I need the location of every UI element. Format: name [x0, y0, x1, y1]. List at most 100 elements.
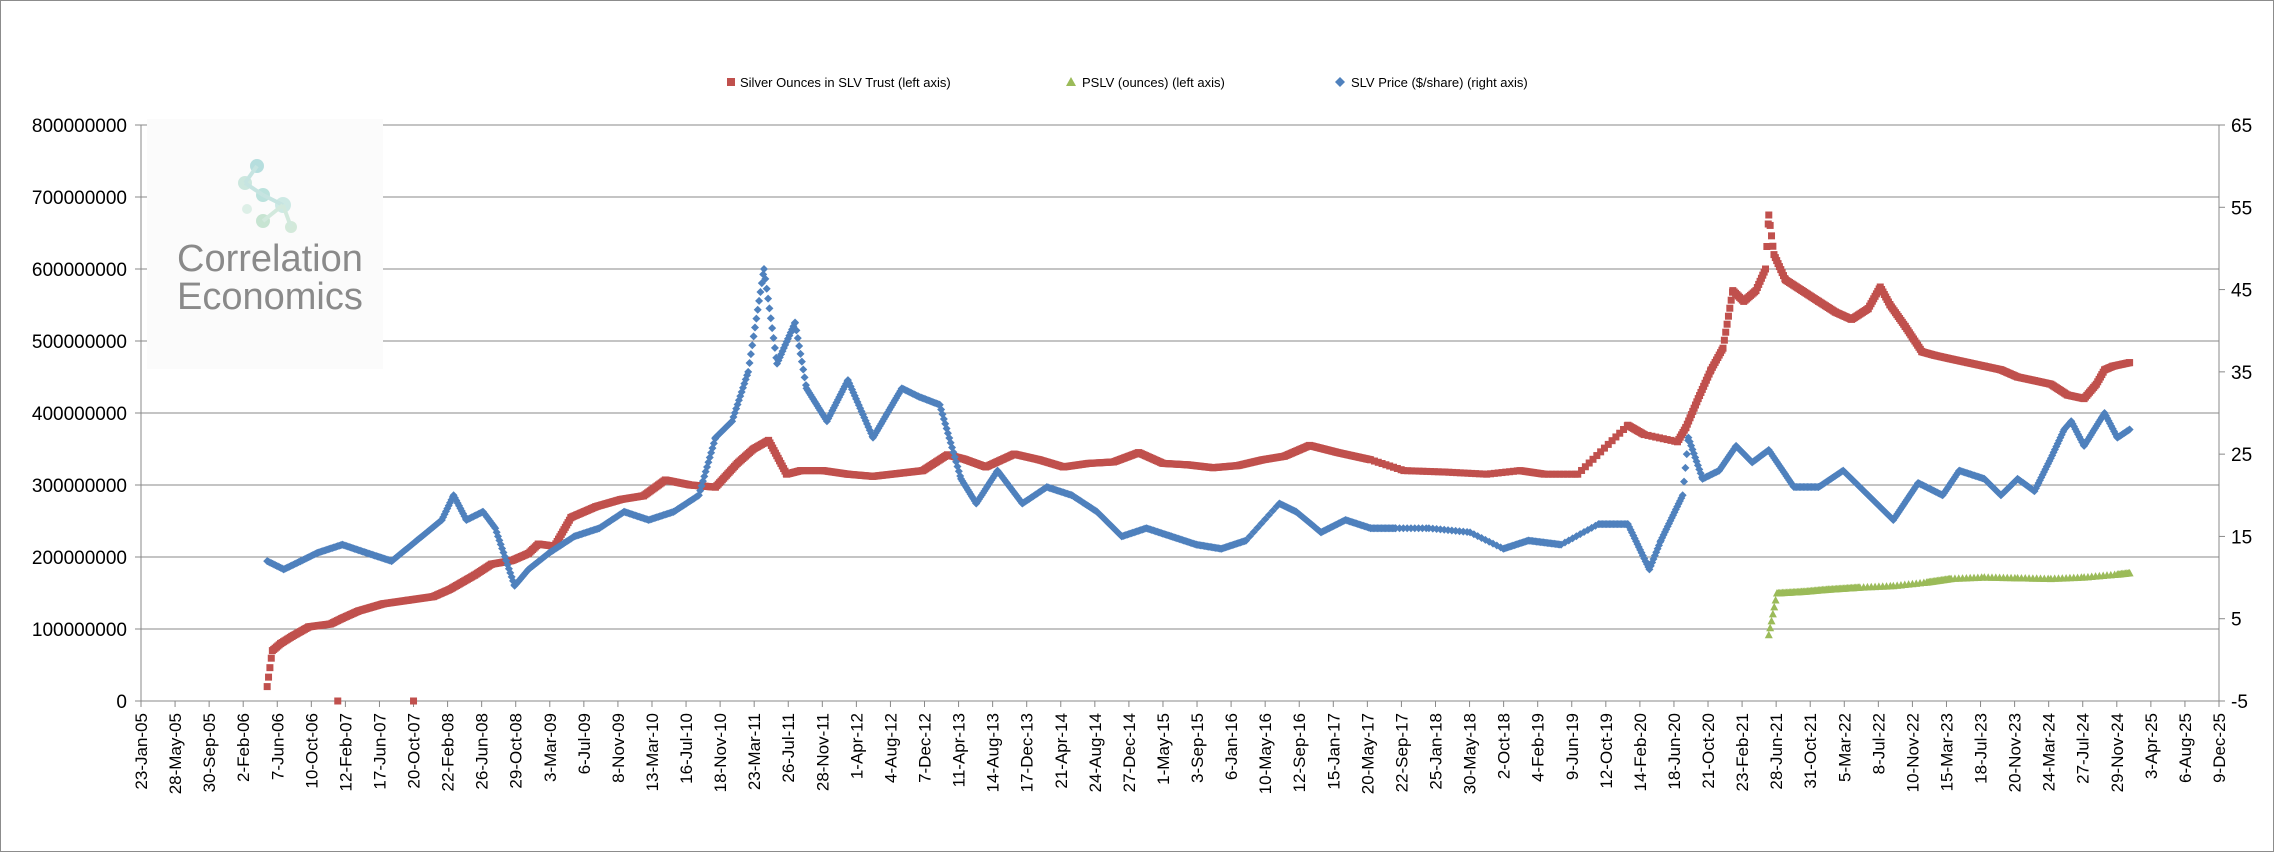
legend-marker-square — [727, 78, 735, 86]
slv-ounces-point — [1578, 466, 1586, 474]
molecule-icon — [238, 159, 297, 233]
slv-price-point — [1678, 491, 1687, 500]
slv-ounces-point — [1419, 467, 1427, 475]
x-tick-label: 26-Jun-08 — [473, 713, 492, 790]
x-tick-label: 8-Nov-09 — [609, 713, 628, 783]
left-tick-label: 700000000 — [32, 188, 127, 209]
x-tick-label: 5-Mar-22 — [1835, 713, 1854, 782]
pslv-point — [1767, 616, 1776, 625]
slv-ounces-point — [1378, 460, 1386, 468]
left-tick-label: 200000000 — [32, 548, 127, 569]
pslv-point — [1768, 609, 1777, 618]
x-tick-label: 23-Feb-21 — [1733, 713, 1752, 791]
slv-ounces-point — [1483, 470, 1491, 478]
slv-ounces-point — [1449, 468, 1457, 476]
slv-ounces-point — [1604, 440, 1612, 448]
slv-price-point — [797, 357, 806, 366]
slv-price-point — [755, 296, 764, 305]
slv-ounces-point — [1506, 468, 1514, 476]
slv-price-point — [1257, 519, 1266, 528]
slv-ounces-point — [1408, 467, 1416, 475]
x-tick-label: 21-Oct-20 — [1699, 713, 1718, 789]
x-tick-label: 17-Jun-07 — [370, 713, 389, 790]
slv-ounces-point — [1608, 437, 1616, 445]
x-tick-label: 20-Nov-23 — [2006, 713, 2025, 792]
slv-ounces-point — [1552, 470, 1560, 478]
legend-marker-diamond — [1335, 77, 1345, 87]
slv-price-point — [1682, 450, 1691, 459]
x-tick-label: 9-Dec-25 — [2210, 713, 2229, 783]
series-layer — [263, 211, 2134, 705]
x-tick-label: 20-Oct-07 — [405, 713, 424, 789]
slv-ounces-point — [1720, 336, 1728, 344]
slv-price-point — [792, 326, 801, 335]
x-tick-label: 22-Feb-08 — [439, 713, 458, 791]
x-tick-label: 11-Apr-13 — [950, 713, 969, 787]
slv-ounces-point — [1374, 458, 1382, 466]
slv-ounces-point — [1411, 467, 1419, 475]
left-tick-label: 800000000 — [32, 116, 127, 137]
x-tick-label: 27-Jul-24 — [2074, 713, 2093, 784]
x-tick-label: 29-Nov-24 — [2108, 713, 2127, 792]
slv-price-point — [1680, 477, 1689, 486]
slv-price-point — [766, 314, 775, 323]
slv-price-point — [748, 341, 757, 350]
x-tick-label: 18-Jun-20 — [1665, 713, 1684, 790]
pslv-point — [1771, 595, 1780, 604]
slv-price-point — [1253, 523, 1262, 532]
x-tick-label: 18-Nov-10 — [711, 713, 730, 792]
slv-ounces-point — [1768, 232, 1776, 240]
x-axis: 23-Jan-05 28-May-05 30-Sep-05 2-Feb-06 7-Jun… — [132, 701, 2229, 794]
right-tick-label: 5 — [2231, 610, 2242, 631]
slv-price-point — [753, 305, 762, 314]
x-tick-label: 10-Nov-22 — [1903, 713, 1922, 792]
left-tick-label: 500000000 — [32, 332, 127, 353]
x-tick-label: 7-Jun-06 — [268, 713, 287, 780]
x-tick-label: 24-Mar-24 — [2040, 713, 2059, 791]
slv-ounces-point — [1640, 431, 1648, 439]
legend-item-slv-ounces: Silver Ounces in SLV Trust (left axis) — [727, 75, 951, 90]
slv-ounces-point — [1430, 468, 1438, 476]
x-tick-label: 3-Sep-15 — [1188, 713, 1207, 783]
slv-ounces-point — [1727, 296, 1735, 304]
x-tick-label: 31-Oct-21 — [1801, 713, 1820, 789]
x-tick-label: 12-Feb-07 — [336, 713, 355, 791]
x-tick-label: 30-May-18 — [1461, 713, 1480, 794]
slv-ounces-point — [1468, 469, 1476, 477]
slv-ounces-point — [1762, 265, 1770, 273]
slv-ounces-point — [1574, 470, 1582, 478]
slv-price-point — [762, 284, 771, 293]
x-tick-label: 28-Nov-11 — [813, 713, 832, 791]
slv-ounces-point — [1765, 211, 1773, 219]
left-tick-label: 400000000 — [32, 404, 127, 425]
slv-ounces-point — [1585, 459, 1593, 467]
x-tick-label: 22-Sep-17 — [1392, 713, 1411, 792]
slv-ounces-point — [1616, 429, 1624, 437]
slv-ounces-point — [1427, 468, 1435, 476]
slv-ounces-point — [1769, 242, 1777, 250]
slv-ounces-point — [1494, 469, 1502, 477]
slv-price-point — [1669, 511, 1678, 520]
watermark-line-2: Economics — [177, 276, 363, 318]
pslv-point — [2125, 568, 2134, 577]
slv-price-point — [1249, 528, 1258, 537]
slv-ounces-point — [1441, 468, 1449, 476]
slv-ounces-point — [1498, 469, 1506, 477]
watermark-background — [147, 119, 383, 369]
slv-ounces-point — [1648, 432, 1656, 440]
x-tick-label: 6-Jan-16 — [1222, 713, 1241, 780]
left-tick-label: 0 — [116, 692, 127, 713]
slv-ounces-point — [1719, 344, 1727, 352]
pslv-point — [1764, 630, 1773, 639]
slv-price-point — [761, 274, 770, 283]
slv-price-point — [1261, 515, 1270, 524]
slv-ounces-point — [1600, 444, 1608, 452]
slv-ounces-point — [1723, 320, 1731, 328]
slv-ounces-point — [267, 654, 275, 662]
slv-price-point — [768, 324, 777, 333]
x-tick-label: 4-Feb-19 — [1529, 713, 1548, 782]
slv-ounces-point — [1460, 469, 1468, 477]
x-tick-label: 6-Jul-09 — [575, 713, 594, 774]
x-tick-label: 15-Jan-17 — [1324, 713, 1343, 790]
